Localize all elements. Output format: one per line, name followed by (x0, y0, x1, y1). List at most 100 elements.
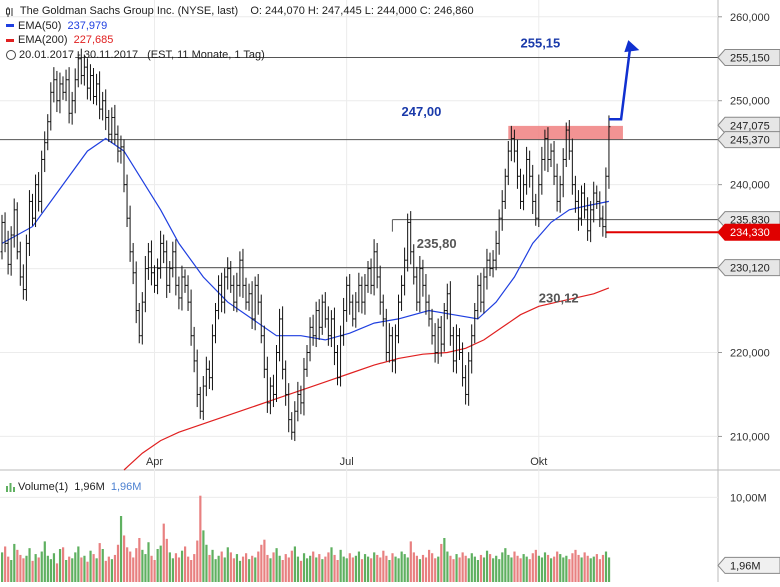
ohlc-bar (433, 323, 437, 363)
volume-bar (412, 552, 415, 582)
volume-bar (354, 555, 357, 582)
ohlc-bar (281, 306, 285, 380)
level-tag-label: 235,830 (730, 215, 770, 227)
ohlc-bar (604, 167, 608, 238)
volume-bar (89, 550, 92, 582)
ohlc-bar (375, 242, 379, 289)
volume-bar (513, 551, 516, 582)
volume-bar (31, 560, 34, 582)
ohlc-bar (143, 255, 147, 313)
ohlc-bar (448, 281, 452, 346)
ohlc-bar (387, 323, 391, 363)
ohlc-bar (464, 365, 468, 405)
volume-bar (449, 555, 452, 582)
ohlc-bar (174, 239, 178, 296)
volume-bar (235, 554, 239, 582)
ohlc-bar (427, 294, 431, 327)
volume-bar (19, 554, 22, 582)
volume-bar (187, 556, 190, 582)
volume-bar (80, 557, 83, 582)
level-tag (717, 259, 780, 277)
ohlc-bar (232, 275, 236, 311)
ohlc-bar (418, 255, 422, 313)
volume-bar (409, 541, 412, 582)
ohlc-bar (183, 269, 187, 293)
ohlc-bar (552, 141, 556, 186)
volume-bar (562, 557, 565, 582)
ohlc-bar (497, 209, 501, 255)
volume-bar (177, 557, 181, 582)
volume-bar (333, 554, 336, 582)
volume-bar (199, 495, 202, 582)
volume-bar (498, 559, 501, 582)
volume-bar (415, 555, 418, 582)
ohlc-bar (470, 324, 474, 374)
volume-bar (550, 558, 553, 582)
ohlc-bar (296, 381, 300, 422)
volume-bar (217, 555, 220, 582)
volume-bar (184, 546, 187, 582)
volume-bar (77, 546, 80, 582)
ohlc-bar (317, 299, 321, 340)
ohlc-bar (250, 281, 254, 329)
volume-bar (116, 544, 120, 582)
volume-bar (159, 545, 162, 582)
volume-bar (388, 560, 391, 582)
ohlc-bar (491, 250, 495, 278)
ohlc-bar (140, 292, 144, 345)
ohlc-bar (52, 67, 56, 103)
ohlc-bar (156, 258, 160, 295)
ohlc-bar (220, 272, 224, 313)
volume-bar (123, 535, 126, 582)
volume-bar (101, 549, 104, 582)
volume-bar (525, 556, 528, 582)
volume-bar (92, 554, 95, 582)
volume-bar (522, 554, 525, 582)
volume-bar (565, 555, 568, 582)
ohlc-bar (31, 193, 34, 226)
x-tick-label: Jul (340, 456, 354, 468)
volume-bar (65, 560, 68, 582)
volume-bar (4, 546, 7, 582)
ema200-label: EMA(200) (18, 34, 68, 46)
ohlc-bar (586, 197, 590, 241)
ohlc-bar (558, 175, 562, 213)
ohlc-bar (372, 239, 376, 296)
ohlc-bar (580, 185, 583, 226)
ohlc-bar (348, 274, 352, 315)
volume-bar (376, 554, 379, 582)
ohlc-bar (122, 139, 126, 193)
volume-bar (531, 553, 534, 582)
volume-bar (290, 550, 293, 582)
volume-bar (464, 555, 467, 582)
volume-bar (302, 553, 306, 582)
volume-bar (510, 557, 513, 582)
volume-bar (485, 550, 489, 582)
volume-bar (205, 544, 208, 582)
volume-bar (83, 555, 86, 582)
volume-bar (553, 556, 556, 582)
volume-bar (330, 547, 333, 582)
ohlc-bar (326, 306, 330, 346)
volume-bar (129, 551, 132, 582)
target-arrowhead (624, 40, 640, 53)
volume-bar (138, 538, 141, 582)
volume-bar (607, 557, 611, 582)
date-range: 20.01.2017 - 30.11.2017 (19, 48, 139, 61)
volume-bar (110, 559, 113, 582)
volume-bar (144, 554, 147, 582)
volume-bar (162, 523, 165, 582)
volume-bar (58, 549, 62, 582)
volume-bar (293, 546, 296, 582)
volume-current-label: 1,96M (730, 560, 761, 572)
volume-bar (495, 555, 498, 582)
ohlc-bar (378, 265, 382, 315)
ema200-line (123, 287, 610, 471)
ohlc-bar (573, 175, 577, 213)
volume-bar (598, 559, 601, 582)
volume-bar (223, 557, 226, 582)
volume-bar (580, 557, 583, 582)
volume-bar (52, 553, 56, 582)
volume-bar (379, 557, 382, 582)
volume-bar (336, 560, 339, 582)
